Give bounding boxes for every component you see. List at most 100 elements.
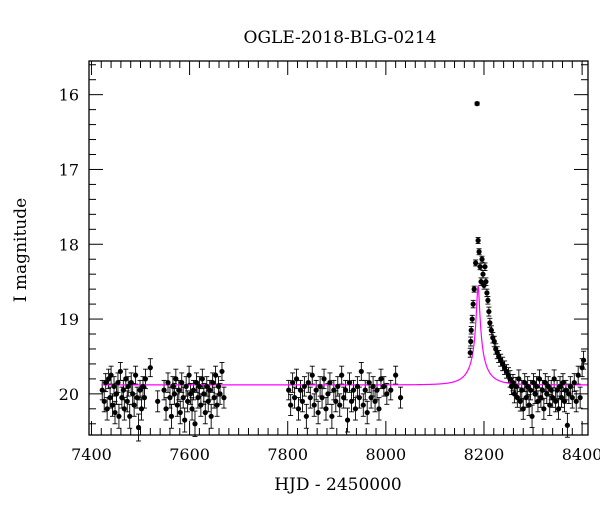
data-point (381, 383, 387, 389)
data-point (187, 391, 194, 397)
data-point (393, 372, 399, 378)
data-point (165, 380, 171, 386)
data-point (333, 398, 339, 404)
y-tick-label: 18 (59, 235, 79, 254)
data-point (368, 395, 374, 401)
data-point (331, 387, 337, 393)
data-point (362, 387, 368, 393)
data-point (180, 395, 186, 401)
data-point (477, 264, 483, 270)
tick-labels: 7400 7600 7800 8000 8200 8400 16 17 18 19 20 (59, 86, 600, 464)
data-point (291, 395, 298, 401)
data-point (533, 383, 540, 389)
data-point (376, 406, 382, 412)
data-point (138, 406, 145, 412)
data-point (529, 413, 535, 419)
data-point (173, 376, 179, 382)
data-point (107, 395, 113, 401)
data-point (305, 380, 311, 386)
data-point (354, 383, 360, 389)
data-point (185, 398, 191, 404)
data-point (205, 398, 211, 404)
data-point (350, 387, 357, 393)
data-point (561, 398, 568, 404)
data-point (309, 372, 315, 378)
data-point (170, 383, 176, 389)
data-point (214, 402, 220, 408)
data-point (468, 327, 474, 333)
data-point (352, 406, 359, 412)
data-point (219, 368, 225, 375)
data-points (99, 101, 587, 431)
data-point (514, 395, 520, 401)
data-point (147, 365, 153, 371)
data-point (321, 376, 327, 382)
data-point (550, 395, 556, 401)
data-point (364, 409, 370, 416)
data-point (128, 380, 134, 386)
data-point (541, 406, 547, 412)
data-point (378, 376, 384, 382)
data-point (131, 402, 137, 408)
data-point (536, 376, 543, 382)
data-point (215, 383, 222, 389)
data-point (109, 402, 116, 408)
data-point (210, 380, 216, 386)
data-point (527, 387, 534, 393)
data-point (522, 380, 528, 386)
data-point (335, 383, 341, 389)
data-point (189, 406, 195, 412)
data-point (140, 383, 146, 389)
data-point (569, 395, 575, 401)
chart-title: OGLE-2018-BLG-0214 (244, 28, 437, 48)
data-point (535, 398, 541, 404)
data-point (171, 391, 177, 397)
data-point (520, 406, 526, 412)
data-point (103, 380, 109, 386)
x-tick-label: 7400 (71, 445, 112, 464)
data-point (192, 421, 198, 427)
data-point (370, 383, 376, 389)
data-point (343, 387, 349, 393)
data-point (485, 297, 491, 303)
data-point (469, 316, 475, 322)
data-point (161, 387, 167, 393)
data-point (356, 395, 362, 401)
data-point (315, 409, 321, 416)
data-point (470, 301, 476, 307)
data-point (474, 101, 480, 107)
data-point (101, 398, 107, 404)
data-point (337, 402, 343, 408)
data-point (108, 372, 114, 378)
data-point (113, 391, 120, 397)
x-tick-label: 7600 (169, 445, 210, 464)
data-point (344, 417, 351, 423)
data-point (198, 402, 204, 408)
data-point (547, 402, 553, 408)
data-point (176, 387, 182, 393)
data-point (217, 391, 223, 397)
axis-ticks (89, 61, 588, 435)
y-axis-label: I magnitude (11, 198, 31, 302)
data-point (553, 398, 559, 404)
data-point (201, 391, 207, 397)
data-point (571, 380, 577, 386)
data-point (115, 380, 121, 386)
data-point (488, 327, 494, 333)
y-tick-label: 20 (59, 385, 79, 404)
data-point (372, 398, 378, 404)
data-point (311, 402, 317, 408)
data-point (135, 424, 142, 431)
data-point (360, 402, 366, 408)
data-point (575, 372, 581, 378)
data-point (476, 249, 482, 255)
data-point (204, 383, 210, 389)
data-point (471, 286, 477, 292)
data-point (317, 383, 323, 389)
data-point (221, 395, 227, 401)
data-point (179, 380, 185, 386)
data-point (567, 383, 573, 389)
data-point (193, 380, 200, 386)
data-point (513, 383, 519, 389)
data-point (130, 391, 136, 397)
